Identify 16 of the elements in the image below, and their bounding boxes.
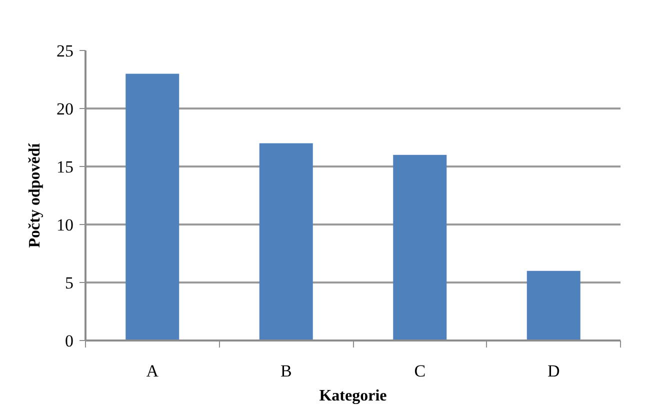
y-tick-label: 15 bbox=[56, 158, 74, 176]
x-tick-label: B bbox=[280, 362, 292, 380]
bar bbox=[393, 154, 447, 340]
y-tick-label: 5 bbox=[65, 274, 74, 292]
x-tick-label: A bbox=[146, 362, 160, 380]
x-axis-title: Kategorie bbox=[319, 388, 387, 404]
y-tick-label: 25 bbox=[56, 42, 74, 60]
x-tick-label: D bbox=[547, 362, 560, 380]
bar bbox=[526, 270, 580, 340]
x-tick-label: C bbox=[414, 362, 426, 380]
bar bbox=[259, 143, 313, 340]
y-tick-label: 0 bbox=[65, 332, 74, 350]
y-tick-label: 10 bbox=[56, 216, 74, 234]
bar bbox=[126, 74, 180, 340]
y-axis-title: Počty odpovědí bbox=[26, 142, 44, 248]
y-tick-label: 20 bbox=[56, 100, 74, 118]
